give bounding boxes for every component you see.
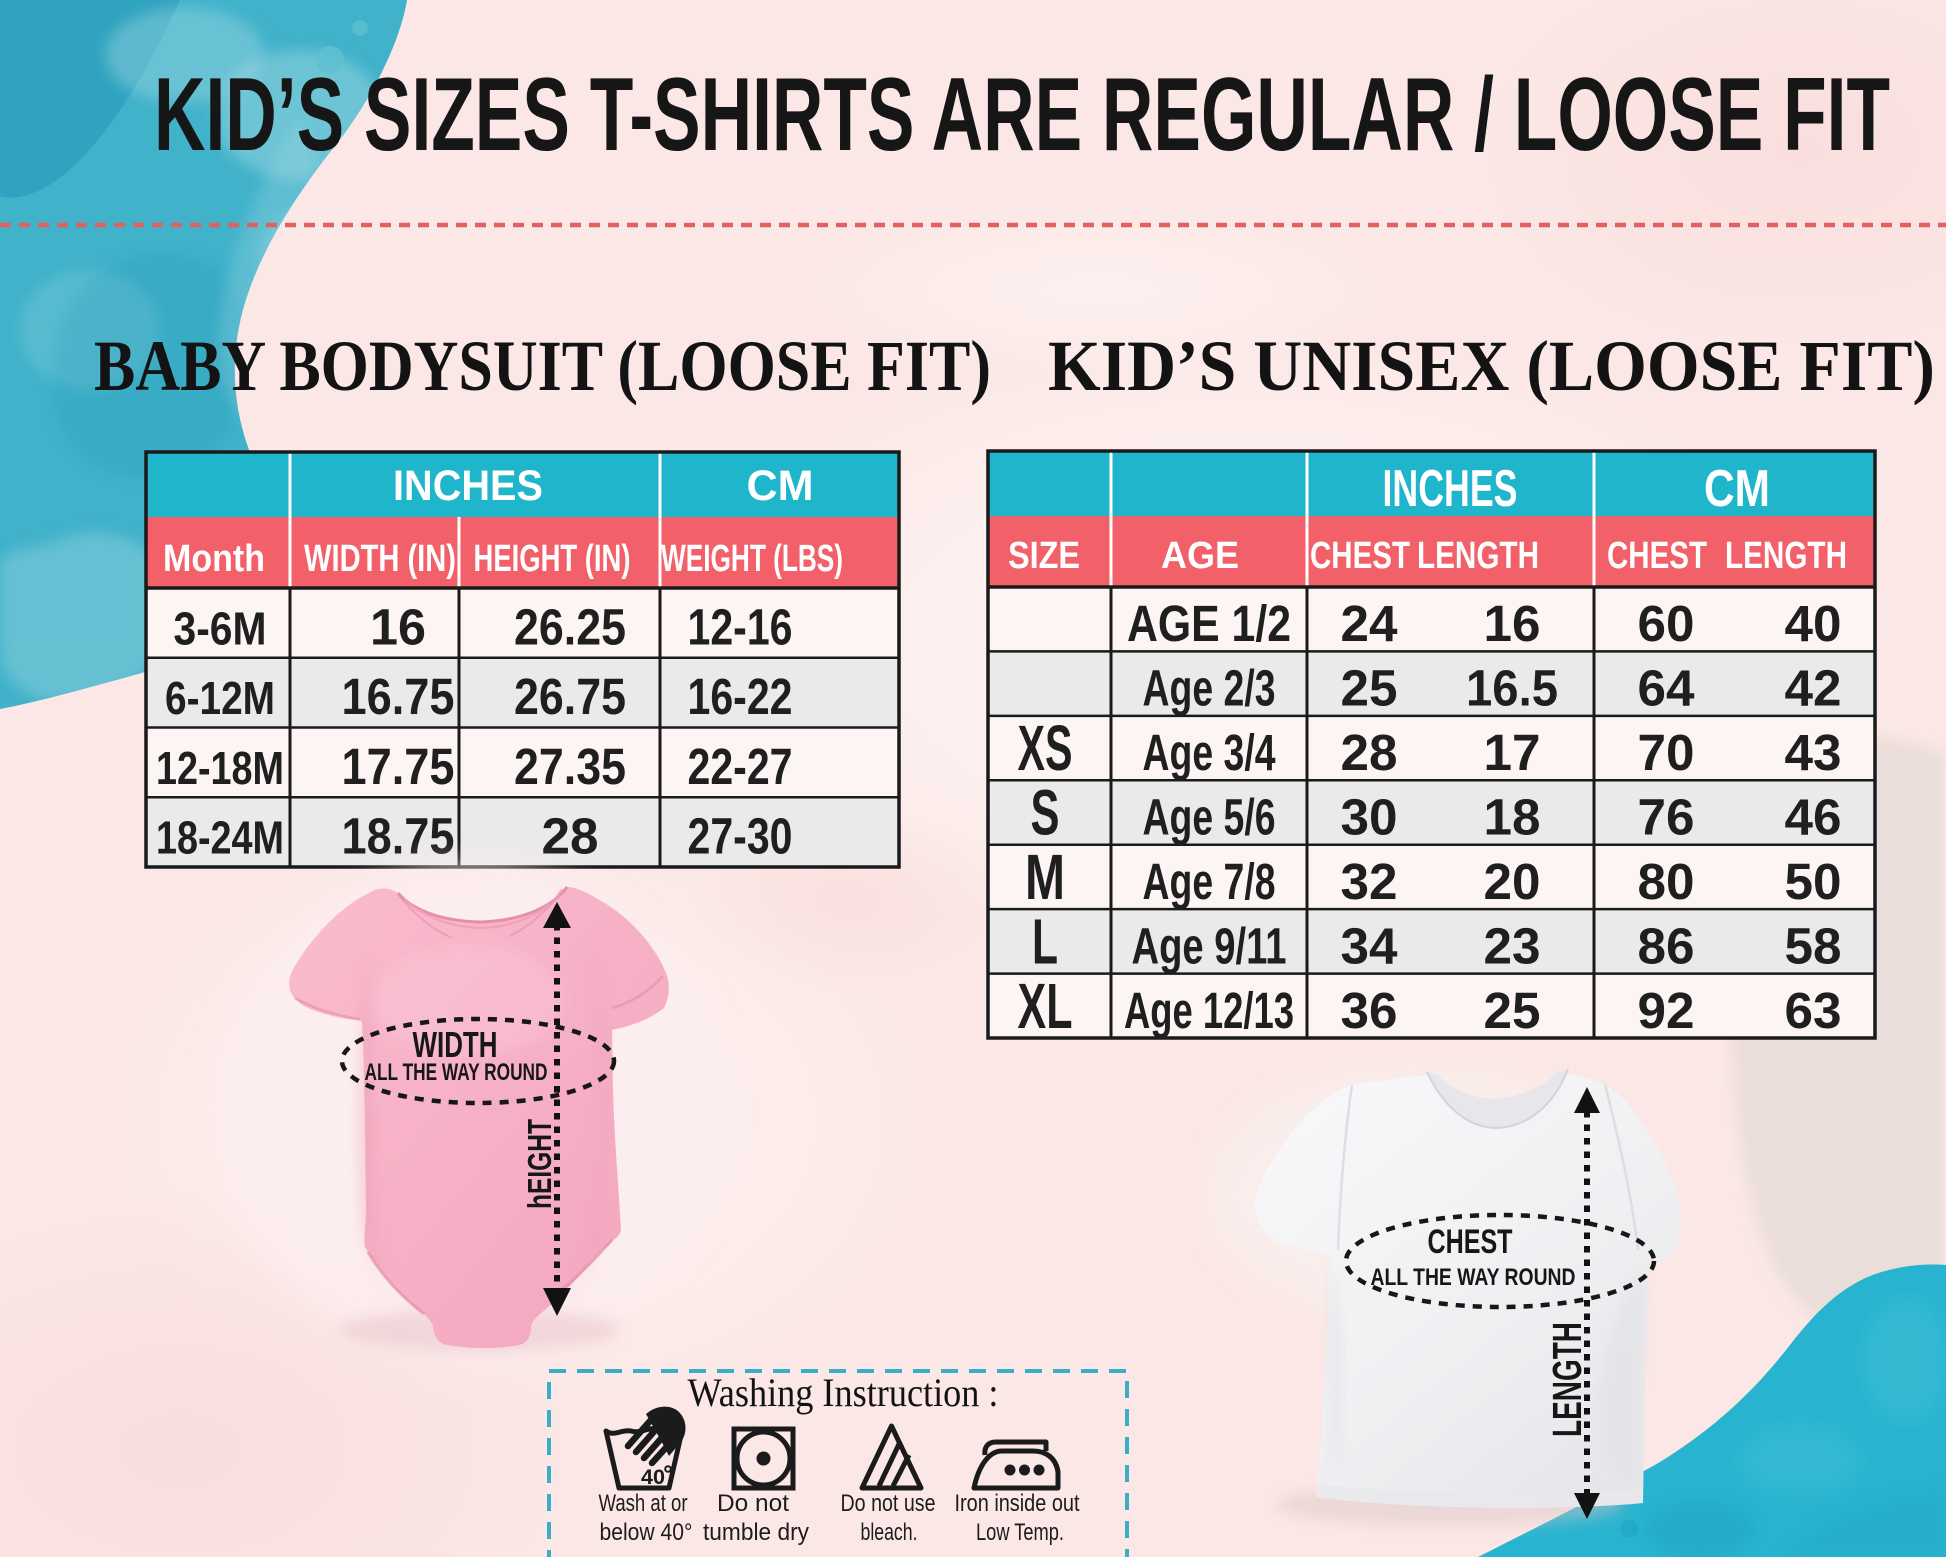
svg-text:40: 40 [641,1466,665,1489]
svg-text:HEIGHT (IN): HEIGHT (IN) [474,538,631,580]
svg-text:43: 43 [1785,724,1842,781]
svg-text:AGE: AGE [1161,535,1239,577]
svg-text:76: 76 [1638,789,1695,846]
svg-text:Do not use: Do not use [841,1490,936,1517]
svg-text:24: 24 [1341,595,1399,652]
svg-text:28: 28 [542,808,599,865]
svg-text:6-12M: 6-12M [165,672,275,724]
svg-text:25: 25 [1484,982,1541,1039]
svg-text:M: M [1025,841,1065,913]
svg-text:16.5: 16.5 [1466,660,1558,717]
svg-text:ALL THE WAY ROUND: ALL THE WAY ROUND [365,1059,548,1086]
svg-text:L: L [1032,905,1058,977]
svg-text:S: S [1031,777,1060,849]
svg-text:XL: XL [1018,970,1073,1042]
svg-text:27.35: 27.35 [514,738,626,795]
svg-text:Month: Month [163,538,265,580]
svg-text:63: 63 [1785,982,1842,1039]
svg-text:26.25: 26.25 [514,598,626,655]
svg-text:CHEST: CHEST [1310,535,1410,577]
svg-text:Iron inside out: Iron inside out [955,1490,1080,1517]
svg-text:CHEST: CHEST [1607,535,1707,577]
svg-text:12-18M: 12-18M [156,742,284,794]
svg-text:64: 64 [1638,660,1696,717]
svg-text:Age 9/11: Age 9/11 [1132,917,1287,974]
svg-text:23: 23 [1484,917,1541,974]
svg-text:tumble dry: tumble dry [703,1519,809,1546]
svg-text:70: 70 [1638,724,1695,781]
svg-text:BABY BODYSUIT (LOOSE FIT): BABY BODYSUIT (LOOSE FIT) [94,326,991,406]
svg-text:30: 30 [1341,789,1398,846]
svg-text:25: 25 [1341,660,1398,717]
svg-text:58: 58 [1785,917,1842,974]
svg-text:Age 3/4: Age 3/4 [1143,724,1276,781]
svg-text:CM: CM [747,462,814,510]
svg-text:Age 7/8: Age 7/8 [1143,853,1276,910]
svg-text:16.75: 16.75 [342,668,455,725]
svg-text:CHEST: CHEST [1428,1223,1513,1261]
svg-text:WIDTH (IN): WIDTH (IN) [304,538,456,580]
svg-text:3-6M: 3-6M [174,602,267,654]
svg-text:12-16: 12-16 [688,598,793,655]
svg-text:16: 16 [1484,595,1541,652]
svg-text:hEIGHT: hEIGHT [521,1119,558,1209]
svg-text:CM: CM [1704,460,1770,518]
svg-text:Age 5/6: Age 5/6 [1143,789,1276,846]
svg-text:Age 12/13: Age 12/13 [1124,982,1294,1039]
svg-text:Do not: Do not [717,1490,789,1517]
svg-text:27-30: 27-30 [688,808,793,865]
svg-text:32: 32 [1341,853,1398,910]
svg-text:WIDTH: WIDTH [413,1024,498,1065]
svg-text:KID’S SIZES T-SHIRTS ARE REGUL: KID’S SIZES T-SHIRTS ARE REGULAR / LOOSE… [154,57,1890,173]
svg-text:17.75: 17.75 [342,738,455,795]
svg-text:40: 40 [1785,595,1842,652]
svg-text:92: 92 [1638,982,1695,1039]
svg-text:26.75: 26.75 [514,668,626,725]
svg-text:34: 34 [1341,917,1399,974]
svg-text:28: 28 [1341,724,1398,781]
svg-text:16: 16 [370,598,426,655]
svg-text:KID’S UNISEX (LOOSE FIT): KID’S UNISEX (LOOSE FIT) [1048,326,1935,406]
svg-text:36: 36 [1341,982,1398,1039]
svg-text:LENGTH: LENGTH [1417,535,1539,577]
svg-text:AGE 1/2: AGE 1/2 [1127,595,1291,652]
svg-text:50: 50 [1785,853,1842,910]
svg-text:XS: XS [1018,712,1073,784]
svg-text:below 40°: below 40° [600,1519,693,1546]
svg-text:86: 86 [1638,917,1695,974]
svg-text:LENGTH: LENGTH [1725,535,1847,577]
svg-text:INCHES: INCHES [1383,460,1518,518]
svg-text:Age 2/3: Age 2/3 [1143,660,1276,717]
svg-text:Low Temp.: Low Temp. [976,1519,1064,1546]
svg-text:16-22: 16-22 [688,668,793,725]
svg-text:18-24M: 18-24M [156,812,284,864]
svg-text:18.75: 18.75 [342,808,455,865]
svg-text:22-27: 22-27 [688,738,793,795]
svg-text:LENGTH: LENGTH [1544,1322,1590,1437]
svg-text:60: 60 [1638,595,1695,652]
svg-text:20: 20 [1484,853,1541,910]
svg-text:42: 42 [1785,660,1842,717]
svg-text:ALL THE WAY ROUND: ALL THE WAY ROUND [1371,1264,1576,1291]
svg-text:WEIGHT (LBS): WEIGHT (LBS) [661,538,843,580]
svg-text:bleach.: bleach. [861,1519,918,1546]
svg-text:Washing Instruction :: Washing Instruction : [688,1370,999,1415]
svg-text:80: 80 [1638,853,1695,910]
svg-text:Wash at or: Wash at or [599,1490,688,1517]
svg-text:INCHES: INCHES [393,462,543,510]
svg-text:SIZE: SIZE [1008,535,1080,577]
svg-text:18: 18 [1484,789,1541,846]
svg-text:17: 17 [1484,724,1541,781]
svg-text:46: 46 [1785,789,1842,846]
